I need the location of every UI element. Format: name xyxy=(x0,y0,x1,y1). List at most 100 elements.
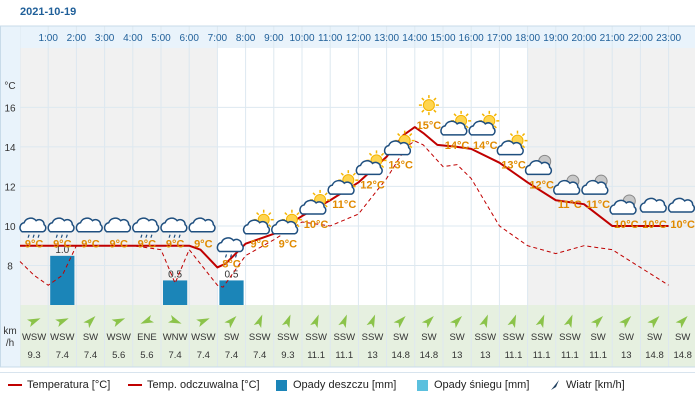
wind-direction-label: SW xyxy=(393,332,408,343)
wind-speed-label: 7.4 xyxy=(225,350,238,361)
hour-label: 3:00 xyxy=(95,33,115,44)
night-shade xyxy=(669,48,695,305)
sun-ray xyxy=(297,213,299,215)
sun-ray xyxy=(269,225,271,227)
night-shade xyxy=(612,48,640,305)
hour-label: 12:00 xyxy=(346,33,371,44)
hour-label: 22:00 xyxy=(628,33,653,44)
sun-cloud-icon xyxy=(300,190,330,214)
hour-label: 1:00 xyxy=(38,33,58,44)
sun-ray xyxy=(313,193,315,195)
y-tick-label: 14 xyxy=(4,143,16,154)
hour-label: 13:00 xyxy=(374,33,399,44)
hour-label: 8:00 xyxy=(236,33,256,44)
sun-ray xyxy=(398,134,400,136)
night-shade xyxy=(161,48,189,305)
hour-label: 16:00 xyxy=(459,33,484,44)
hour-label: 7:00 xyxy=(208,33,228,44)
sun-ray xyxy=(325,193,327,195)
wind-direction-label: SW xyxy=(619,332,634,343)
temperature-label: 14°C xyxy=(445,140,470,152)
wind-direction-label: WSW xyxy=(191,332,215,343)
wind-direction-label: SW xyxy=(647,332,662,343)
night-shade xyxy=(640,48,668,305)
sun-ray xyxy=(466,126,468,128)
temperature-label: 10°C xyxy=(642,219,667,231)
rain-value-label: 0.5 xyxy=(168,269,182,280)
sun-ray xyxy=(381,165,383,167)
wind-direction-label: ENE xyxy=(137,332,157,343)
hour-label: 23:00 xyxy=(656,33,681,44)
night-shade xyxy=(528,48,556,305)
cloud-shape xyxy=(328,181,354,195)
hour-label: 6:00 xyxy=(179,33,199,44)
wind-direction-label: WSW xyxy=(22,332,46,343)
wind-speed-label: 11.1 xyxy=(335,350,353,361)
wind-speed-label: 7.4 xyxy=(56,350,69,361)
sun-icon xyxy=(419,95,439,115)
legend-temperature: Temperatura [°C] xyxy=(8,379,110,391)
sun-ray xyxy=(522,146,524,148)
wind-direction-label: SW xyxy=(590,332,605,343)
cloud-shape xyxy=(497,141,523,155)
wind-speed-label: 9.3 xyxy=(27,350,40,361)
wind-speed-label: 11.1 xyxy=(533,350,551,361)
sun-cloud-icon xyxy=(497,131,527,155)
wind-direction-label: SW xyxy=(449,332,464,343)
cloud-shape xyxy=(217,238,243,252)
rain-swatch xyxy=(276,380,287,391)
legend-wind: Wiatr [km/h] xyxy=(549,379,625,391)
sun-ray xyxy=(466,114,468,116)
temperature-label: 10°C xyxy=(670,219,695,231)
cloud-rain-icon xyxy=(217,238,243,258)
temperature-label: 13°C xyxy=(388,160,413,172)
wind-direction-label: SSW xyxy=(277,332,299,343)
sun-ray xyxy=(381,153,383,155)
rain-bar xyxy=(50,256,74,305)
cloud-shape xyxy=(385,141,411,155)
wind-direction-label: SSW xyxy=(503,332,525,343)
wind-speed-label: 11.1 xyxy=(505,350,523,361)
wind-unit-label: km xyxy=(3,326,16,337)
sun-cloud-icon xyxy=(272,210,302,234)
hour-label: 5:00 xyxy=(151,33,171,44)
sun-cloud-icon xyxy=(441,111,471,135)
temperature-label: 9°C xyxy=(81,239,100,251)
wind-direction-label: SW xyxy=(83,332,98,343)
y-tick-label: 12 xyxy=(4,182,16,193)
hour-label: 18:00 xyxy=(515,33,540,44)
wind-speed-label: 7.4 xyxy=(197,350,210,361)
sun-cloud-icon xyxy=(328,170,358,194)
temperature-label: 9°C xyxy=(194,239,213,251)
legend-rain: Opady deszczu [mm] xyxy=(276,379,396,391)
sun-cloud-icon xyxy=(244,210,274,234)
wind-direction-label: SSW xyxy=(559,332,581,343)
sun-ray xyxy=(410,146,412,148)
cloud-shape xyxy=(356,161,382,175)
sun-cloud-icon xyxy=(469,111,499,135)
wind-direction-label: WSW xyxy=(107,332,131,343)
sun-ray xyxy=(434,98,436,100)
sun-ray xyxy=(422,110,424,112)
wind-direction-label: SW xyxy=(675,332,690,343)
cloud-shape xyxy=(272,220,298,234)
hour-label: 14:00 xyxy=(402,33,427,44)
temperature-label: 9°C xyxy=(25,239,44,251)
night-shade xyxy=(76,48,104,305)
hour-label: 19:00 xyxy=(543,33,568,44)
sun-ray xyxy=(434,110,436,112)
legend-snow: Opady śniegu [mm] xyxy=(417,379,529,391)
wind-speed-label: 14.8 xyxy=(420,350,439,361)
y-tick-label: 16 xyxy=(4,103,16,114)
night-shade xyxy=(189,48,217,305)
night-shade xyxy=(133,48,161,305)
wind-speed-label: 13 xyxy=(621,350,632,361)
temperature-label: 9°C xyxy=(250,239,269,251)
hour-label: 10:00 xyxy=(289,33,314,44)
sun-ray xyxy=(369,153,371,155)
temperature-label: 11°C xyxy=(586,199,610,211)
sun-ray xyxy=(269,213,271,215)
wind-speed-label: 5.6 xyxy=(140,350,153,361)
hour-label: 15:00 xyxy=(430,33,455,44)
